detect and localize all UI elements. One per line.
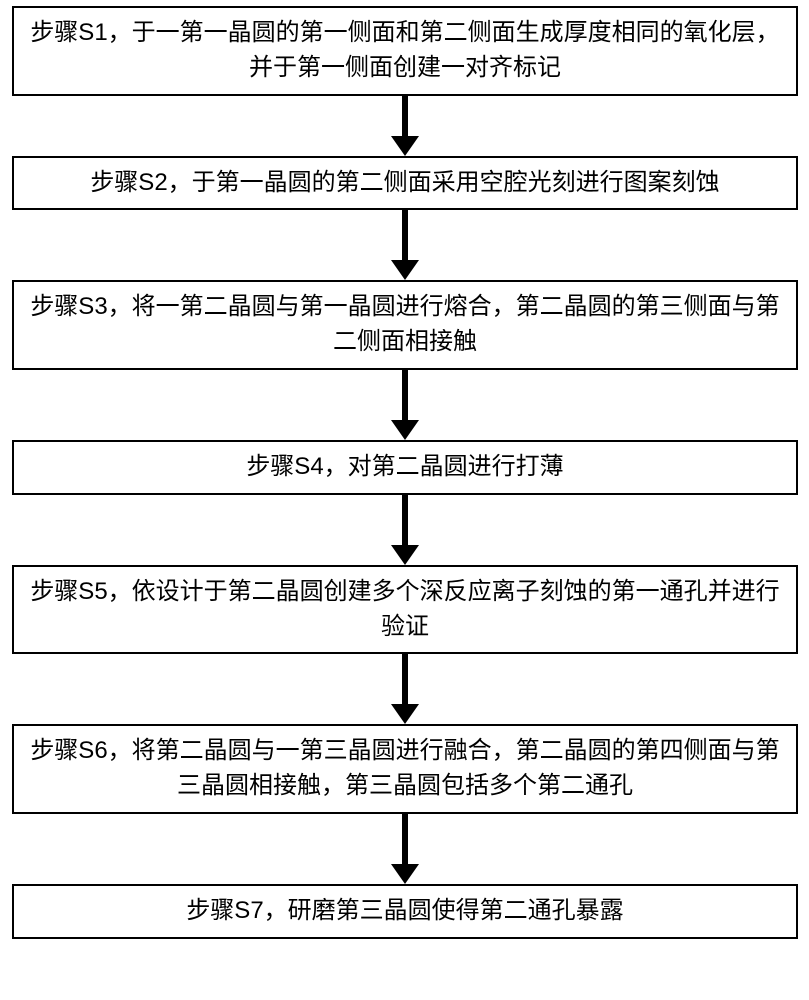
arrow-shaft [402,495,408,545]
flow-node-text: 步骤S2，于第一晶圆的第二侧面采用空腔光刻进行图案刻蚀 [90,166,719,201]
flow-arrow [391,495,419,565]
arrow-shaft [402,210,408,260]
flow-node-text: 步骤S3，将一第二晶圆与第一晶圆进行熔合，第二晶圆的第三侧面与第二侧面相接触 [28,290,782,360]
arrow-head-icon [391,260,419,280]
flow-node-s6: 步骤S6，将第二晶圆与一第三晶圆进行融合，第二晶圆的第四侧面与第三晶圆相接触，第… [12,724,798,814]
flow-node-s3: 步骤S3，将一第二晶圆与第一晶圆进行熔合，第二晶圆的第三侧面与第二侧面相接触 [12,280,798,370]
arrow-head-icon [391,420,419,440]
flow-node-text: 步骤S6，将第二晶圆与一第三晶圆进行融合，第二晶圆的第四侧面与第三晶圆相接触，第… [28,734,782,804]
flow-arrow [391,96,419,156]
arrow-shaft [402,370,408,420]
flow-node-s1: 步骤S1，于一第一晶圆的第一侧面和第二侧面生成厚度相同的氧化层，并于第一侧面创建… [12,6,798,96]
flow-node-text: 步骤S4，对第二晶圆进行打薄 [246,450,563,485]
flow-arrow [391,654,419,724]
arrow-shaft [402,96,408,136]
flow-arrow [391,814,419,884]
flow-node-text: 步骤S5，依设计于第二晶圆创建多个深反应离子刻蚀的第一通孔并进行验证 [28,575,782,645]
arrow-head-icon [391,136,419,156]
flow-node-s5: 步骤S5，依设计于第二晶圆创建多个深反应离子刻蚀的第一通孔并进行验证 [12,565,798,655]
flow-node-text: 步骤S7，研磨第三晶圆使得第二通孔暴露 [186,894,623,929]
flow-node-s2: 步骤S2，于第一晶圆的第二侧面采用空腔光刻进行图案刻蚀 [12,156,798,211]
arrow-head-icon [391,545,419,565]
flow-arrow [391,370,419,440]
arrow-shaft [402,654,408,704]
flow-arrow [391,210,419,280]
flow-node-s4: 步骤S4，对第二晶圆进行打薄 [12,440,798,495]
flow-node-text: 步骤S1，于一第一晶圆的第一侧面和第二侧面生成厚度相同的氧化层，并于第一侧面创建… [28,16,782,86]
arrow-shaft [402,814,408,864]
flowchart-container: 步骤S1，于一第一晶圆的第一侧面和第二侧面生成厚度相同的氧化层，并于第一侧面创建… [12,6,798,939]
arrow-head-icon [391,864,419,884]
arrow-head-icon [391,704,419,724]
flow-node-s7: 步骤S7，研磨第三晶圆使得第二通孔暴露 [12,884,798,939]
